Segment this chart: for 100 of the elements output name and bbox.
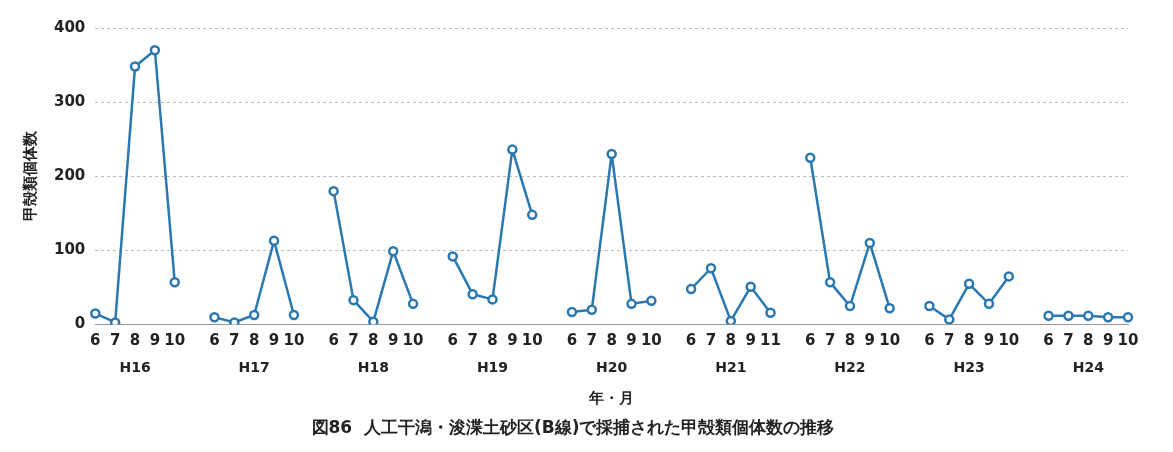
x-tick-label: 8 [129,331,141,350]
point [805,152,816,164]
point [864,237,876,249]
y-axis-title: 甲殻類個体数 [20,130,39,222]
x-tick-label: 8 [844,331,856,350]
x-tick-label: 9 [268,331,280,350]
point [924,300,935,312]
point [745,281,756,293]
point [566,306,578,318]
x-tick-label: 7 [229,331,240,350]
y-tick-label: 100 [54,240,86,259]
x-tick-label: 7 [586,331,598,350]
x-tick-label: 8 [487,331,498,350]
point [90,308,101,319]
point [288,309,300,321]
point [646,295,657,307]
x-tick-label: 10 [1117,331,1139,350]
point [884,303,895,314]
x-tick-label: 6 [566,331,578,350]
x-tick-label: 9 [626,331,637,350]
point [1102,311,1114,323]
point [1122,311,1134,323]
x-tick-label: 9 [507,331,518,350]
point [626,298,637,310]
text: H19 [476,359,509,376]
point [348,294,359,306]
point [129,61,141,72]
x-tick-label: 6 [1043,331,1054,350]
x-tick-label: 6 [90,331,101,350]
y-tick-label: 200 [54,166,86,185]
x-tick-label: 8 [368,331,379,350]
point [248,309,260,321]
text: H23 [953,359,985,376]
x-tick-label: 6 [924,331,935,350]
y-tick-label: 300 [54,92,86,111]
point [705,263,717,274]
text: H21 [715,359,747,376]
x-tick-label: 9 [745,331,756,350]
x-tick-label: 10 [283,331,305,350]
x-tick-label: 6 [685,331,697,350]
y-tick-label: 0 [74,314,86,333]
x-tick-label: 8 [963,331,975,350]
x-tick-label: 8 [606,331,617,350]
x-tick-label: 8 [1083,331,1094,350]
x-tick-label: 10 [998,331,1020,350]
x-tick-label: 8 [725,331,737,350]
x-tick-label: 10 [521,331,543,350]
y-tick-label: 400 [54,17,86,36]
point [586,304,598,316]
x-tick-label: 7 [467,331,478,350]
x-tick-label: 7 [824,331,836,350]
x-tick-label: 9 [864,331,876,350]
point [606,148,617,160]
point [824,277,836,288]
x-tick-label: 6 [209,331,220,350]
point [407,298,419,310]
point [1003,271,1015,282]
text: H17 [238,359,270,376]
text: H24 [1072,359,1105,376]
point [526,209,538,221]
point [685,283,697,295]
point [487,294,498,305]
point [467,288,478,300]
point [387,245,399,257]
x-tick-label: 7 [1063,331,1074,350]
text: H18 [357,359,389,376]
point [268,235,280,247]
point [1083,310,1094,321]
point [507,144,518,155]
x-tick-label: 9 [149,331,161,350]
point [944,314,955,325]
x-tick-label: 8 [248,331,260,350]
point [447,251,459,262]
point [149,45,161,56]
x-tick-label: 7 [944,331,955,350]
point [963,278,975,290]
x-tick-label: 10 [402,331,424,350]
x-tick-label: 6 [805,331,816,350]
point [1063,310,1074,321]
point [209,311,220,323]
x-axis-title: 年・月 [588,389,635,408]
point [328,185,339,197]
x-tick-label: 7 [109,331,121,350]
point [229,317,240,325]
x-tick-label: 9 [387,331,399,350]
point [765,307,776,318]
point [169,277,180,288]
point [844,300,856,312]
x-tick-label: 6 [447,331,458,350]
text: H22 [834,359,866,376]
x-tick-label: 9 [983,331,995,350]
text: H20 [596,359,628,376]
x-tick-label: 10 [164,331,186,350]
text: 図86 人工干潟・浚渫土砂区(B線)で採捕された甲殻類個体数の推移 [311,417,835,438]
point [368,316,379,325]
x-tick-label: 10 [879,331,901,350]
point [983,298,995,310]
point [725,315,737,325]
x-tick-label: 7 [705,331,717,350]
x-tick-label: 9 [1102,331,1114,350]
